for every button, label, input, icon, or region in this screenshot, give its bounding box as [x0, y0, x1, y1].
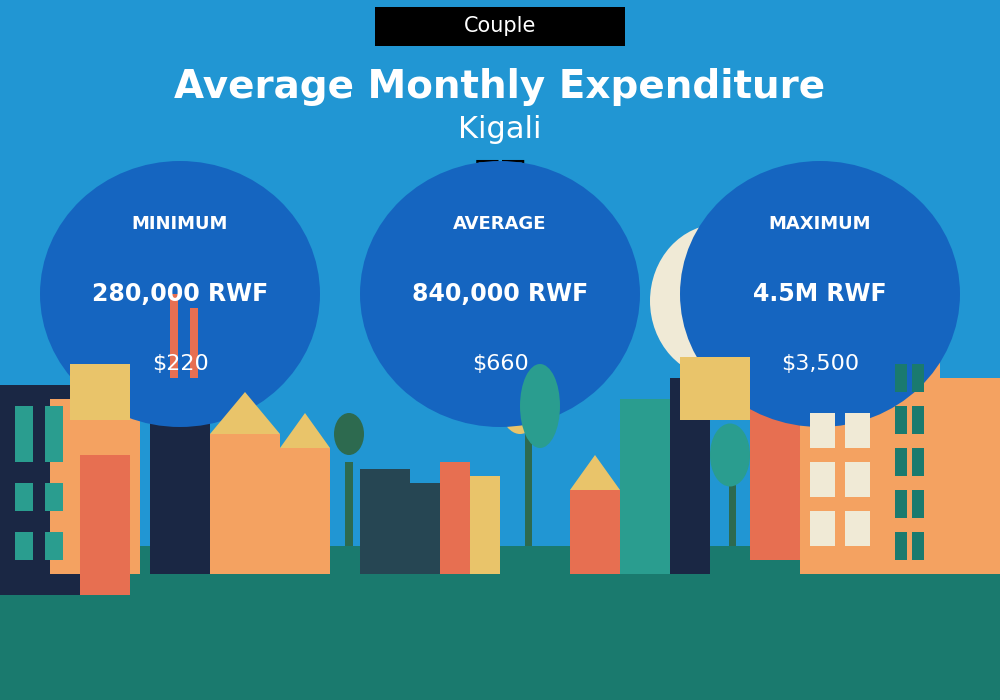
Bar	[15, 532, 33, 560]
Bar	[345, 462, 353, 546]
Bar	[15, 483, 33, 511]
Bar	[845, 413, 870, 448]
Bar	[45, 532, 63, 560]
Bar	[800, 364, 890, 574]
Ellipse shape	[720, 252, 820, 378]
Bar	[845, 511, 870, 546]
FancyBboxPatch shape	[375, 7, 625, 46]
Bar	[750, 406, 810, 560]
Text: $220: $220	[152, 354, 208, 374]
Text: $660: $660	[472, 354, 528, 374]
Bar	[45, 434, 63, 462]
Bar	[190, 308, 198, 378]
Bar	[810, 413, 835, 448]
Bar	[912, 532, 924, 560]
Ellipse shape	[40, 161, 320, 427]
Ellipse shape	[710, 424, 750, 486]
Bar	[930, 378, 1000, 574]
Bar	[670, 378, 710, 574]
Polygon shape	[280, 413, 330, 448]
Bar	[360, 469, 410, 574]
Bar	[15, 434, 33, 462]
Bar	[45, 406, 63, 434]
Bar	[0, 546, 1000, 700]
Bar	[810, 462, 835, 497]
Bar	[570, 490, 620, 574]
Polygon shape	[570, 455, 620, 490]
Text: 280,000 RWF: 280,000 RWF	[92, 282, 268, 306]
Bar	[80, 455, 130, 595]
Text: Kigali: Kigali	[458, 115, 542, 144]
Polygon shape	[210, 392, 280, 434]
Ellipse shape	[334, 413, 364, 455]
Bar	[280, 448, 330, 574]
Text: 🇷🇼: 🇷🇼	[473, 157, 527, 200]
Text: MAXIMUM: MAXIMUM	[769, 215, 871, 233]
Bar	[680, 357, 750, 420]
Bar	[150, 378, 210, 574]
Text: $3,500: $3,500	[781, 354, 859, 374]
Bar	[440, 462, 470, 574]
Text: 840,000 RWF: 840,000 RWF	[412, 282, 588, 306]
Bar	[620, 399, 670, 574]
Bar	[912, 490, 924, 518]
Text: Couple: Couple	[464, 16, 536, 36]
Bar	[912, 406, 924, 434]
Bar	[895, 364, 907, 392]
Text: AVERAGE: AVERAGE	[453, 215, 547, 233]
Bar	[45, 483, 63, 511]
Bar	[845, 462, 870, 497]
Bar	[470, 476, 500, 574]
Bar	[912, 448, 924, 476]
Text: MINIMUM: MINIMUM	[132, 215, 228, 233]
Bar	[810, 511, 835, 546]
Bar	[895, 532, 907, 560]
Bar	[729, 455, 736, 546]
Bar	[525, 406, 532, 546]
Bar	[170, 294, 178, 378]
Bar	[210, 434, 280, 574]
Bar	[50, 399, 140, 574]
Bar	[912, 364, 924, 392]
Ellipse shape	[650, 224, 790, 378]
Bar	[70, 364, 130, 420]
Ellipse shape	[160, 252, 280, 378]
Ellipse shape	[360, 161, 640, 427]
Ellipse shape	[495, 336, 545, 434]
Text: 4.5M RWF: 4.5M RWF	[753, 282, 887, 306]
Bar	[895, 406, 907, 434]
Text: Average Monthly Expenditure: Average Monthly Expenditure	[174, 69, 826, 106]
Bar	[15, 406, 33, 434]
Bar	[880, 329, 940, 574]
Bar	[895, 490, 907, 518]
Bar	[410, 483, 450, 574]
Ellipse shape	[135, 280, 225, 378]
Ellipse shape	[520, 364, 560, 448]
Ellipse shape	[680, 161, 960, 427]
Bar	[0, 385, 80, 595]
Bar	[895, 448, 907, 476]
